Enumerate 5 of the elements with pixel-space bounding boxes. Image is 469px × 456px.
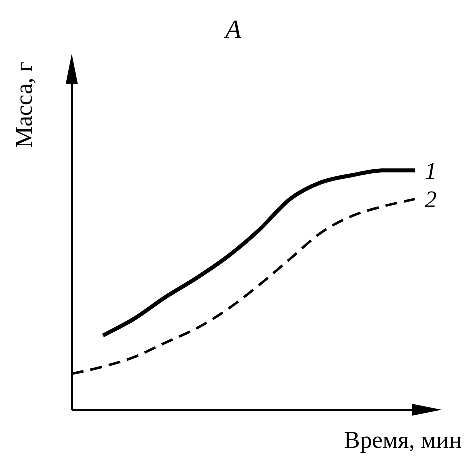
chart-title: A xyxy=(224,15,242,44)
y-axis-title: Масса, г xyxy=(12,62,38,148)
series-label: 2 xyxy=(425,188,437,214)
series-label: 1 xyxy=(425,158,437,185)
x-axis-title: Время, мин xyxy=(344,428,462,454)
